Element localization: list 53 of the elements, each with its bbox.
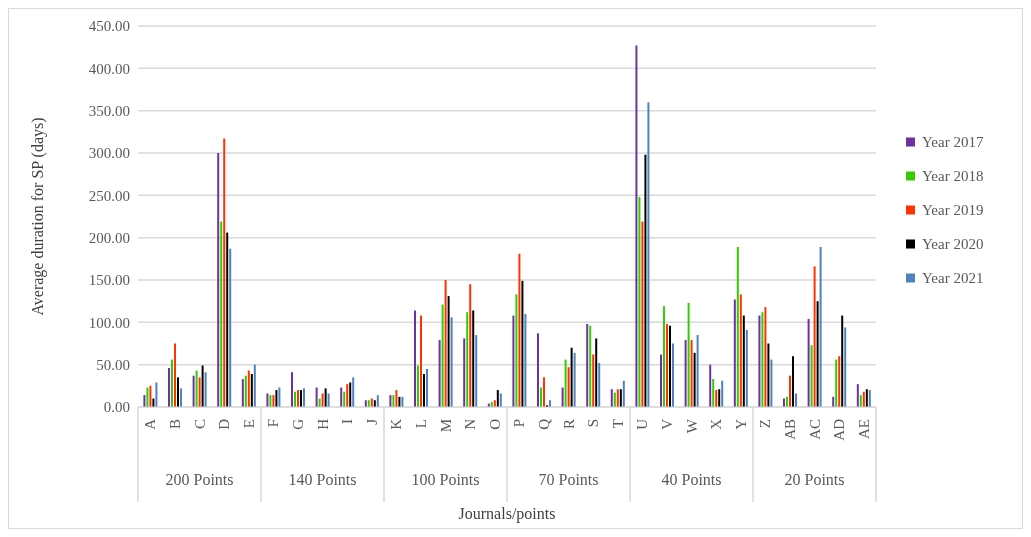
y-tick-label: 150.00 [88, 272, 130, 289]
x-tick-label: O [486, 418, 503, 430]
x-tick-label: Y [732, 418, 749, 430]
x-tick-label: B [166, 419, 183, 430]
x-axis-title: Journals/points [458, 505, 556, 523]
x-tick-label: S [585, 419, 602, 428]
x-tick-label: F [265, 419, 282, 428]
x-tick-label: Q [535, 418, 552, 430]
x-tick-label: M [437, 419, 454, 433]
y-tick-label: 250.00 [88, 187, 130, 204]
text: 20 Points [784, 471, 845, 488]
x-tick-label: A [142, 418, 159, 430]
text: 40 Points [661, 471, 722, 488]
legend-label: Year 2020 [922, 235, 984, 252]
x-tick-label: R [560, 419, 577, 430]
x-tick-label: K [388, 418, 405, 430]
y-tick-label: 350.00 [88, 102, 130, 119]
x-tick-label: T [609, 419, 626, 429]
x-tick-label: AE [855, 419, 872, 439]
y-axis-title: Average duration for SP (days) [28, 117, 47, 316]
legend-label: Year 2018 [922, 167, 984, 184]
x-tick-label: U [634, 418, 651, 430]
y-tick-label: 100.00 [88, 314, 130, 331]
y-tick-label: 50.00 [96, 356, 130, 373]
x-tick-label: L [412, 419, 429, 429]
x-tick-label: W [683, 418, 700, 434]
text: 200 Points [165, 471, 234, 488]
y-tick-label: 450.00 [88, 18, 130, 35]
x-tick-label: E [240, 419, 257, 429]
x-tick-label: D [216, 418, 233, 430]
x-tick-label: V [658, 418, 675, 430]
x-tick-label: I [339, 419, 356, 424]
x-tick-label: H [314, 418, 331, 430]
x-tick-label: P [511, 419, 528, 428]
x-tick-label: AC [806, 419, 823, 440]
x-tick-label: G [289, 418, 306, 430]
x-tick-label: N [462, 418, 479, 430]
x-tick-label: J [363, 418, 380, 425]
legend-label: Year 2019 [922, 201, 984, 218]
legend-label: Year 2021 [922, 269, 984, 286]
text: 140 Points [288, 471, 357, 488]
y-tick-label: 300.00 [88, 145, 130, 162]
y-tick-label: 0.00 [103, 399, 130, 416]
x-tick-label: AB [781, 419, 798, 440]
x-tick-label: X [708, 418, 725, 430]
x-tick-label: AD [831, 418, 848, 441]
text: 100 Points [411, 471, 480, 488]
text: 70 Points [538, 471, 599, 488]
y-tick-label: 200.00 [88, 229, 130, 246]
x-tick-label: C [191, 419, 208, 430]
legend-label: Year 2017 [922, 133, 984, 150]
x-tick-label: Z [757, 419, 774, 429]
y-tick-label: 400.00 [88, 60, 130, 77]
